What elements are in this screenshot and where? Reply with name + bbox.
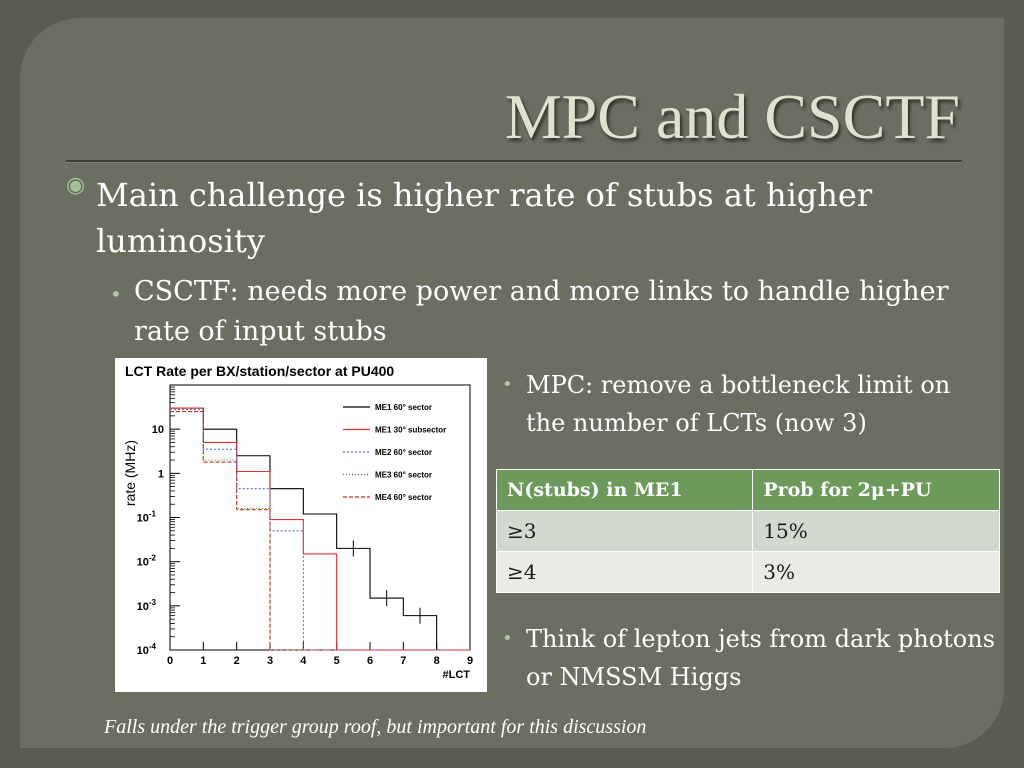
- x-tick-label: 8: [434, 655, 440, 667]
- series-2-line: [170, 407, 470, 651]
- x-tick-label: 5: [334, 655, 340, 667]
- y-tick-label: 1: [158, 468, 164, 480]
- table-header-cell: Prob for 2μ+PU: [752, 469, 1000, 511]
- table-cell: ≥4: [495, 551, 754, 593]
- table-cell: ≥3: [495, 510, 754, 552]
- x-tick-label: 1: [200, 655, 206, 667]
- table-cell: 3%: [752, 551, 1000, 593]
- bullet-csctf: CSCTF: needs more power and more links t…: [134, 276, 949, 347]
- x-axis-label: #LCT: [443, 669, 471, 681]
- sub-bullet-icon: •: [502, 628, 513, 649]
- x-tick-label: 7: [400, 655, 406, 667]
- series-5-line: [170, 411, 470, 651]
- y-tick-label: 10: [152, 424, 164, 436]
- y-axis-label: rate (MHz): [122, 440, 138, 506]
- legend-label: ME2 60° sector: [375, 448, 432, 457]
- y-tick-label: 10-4: [137, 642, 157, 657]
- footer-note: Falls under the trigger group roof, but …: [104, 716, 647, 738]
- table-cell: 15%: [752, 510, 1000, 552]
- bullet-mpc: MPC: remove a bottleneck limit on the nu…: [526, 371, 951, 437]
- sub-bullet-icon: •: [502, 374, 513, 395]
- legend-label: ME1 60° sector: [375, 403, 432, 412]
- x-tick-label: 0: [167, 655, 173, 667]
- stubs-probability-table: N(stubs) in ME1 Prob for 2μ+PU ≥3 15% ≥4…: [495, 469, 1000, 593]
- x-tick-label: 9: [467, 655, 473, 667]
- slide-title: MPC and CSCTF: [504, 81, 960, 152]
- chart-title: LCT Rate per BX/station/sector at PU400: [125, 363, 394, 379]
- x-tick-label: 4: [300, 655, 307, 667]
- x-tick-label: 2: [234, 655, 240, 667]
- legend-label: ME4 60° sector: [375, 493, 432, 502]
- bullet-lepton-jets: Think of lepton jets from dark photons o…: [526, 625, 996, 691]
- lct-rate-chart: LCT Rate per BX/station/sector at PU400 0…: [115, 358, 487, 692]
- table-row: ≥4 3%: [495, 551, 1000, 593]
- table-header-row: N(stubs) in ME1 Prob for 2μ+PU: [495, 469, 1000, 511]
- y-tick-label: 10-1: [137, 510, 157, 525]
- x-tick-label: 3: [267, 655, 273, 667]
- y-tick-label: 10-2: [137, 554, 157, 569]
- sub-bullet-icon: •: [110, 282, 122, 306]
- table-row: ≥3 15%: [495, 510, 1000, 552]
- legend-label: ME3 60° sector: [375, 471, 432, 480]
- lct-rate-chart-svg: LCT Rate per BX/station/sector at PU400 0…: [122, 363, 473, 681]
- bullet-main-challenge: Main challenge is higher rate of stubs a…: [96, 176, 873, 260]
- x-tick-label: 6: [367, 655, 373, 667]
- table-header-cell: N(stubs) in ME1: [495, 469, 754, 511]
- y-tick-label: 10-3: [137, 598, 157, 613]
- target-bullet-icon: ◉: [66, 173, 86, 198]
- series-3-line: [170, 408, 470, 651]
- series-1-line: [170, 407, 470, 651]
- title-divider: [66, 160, 962, 163]
- legend-label: ME1 30° subsector: [375, 426, 446, 435]
